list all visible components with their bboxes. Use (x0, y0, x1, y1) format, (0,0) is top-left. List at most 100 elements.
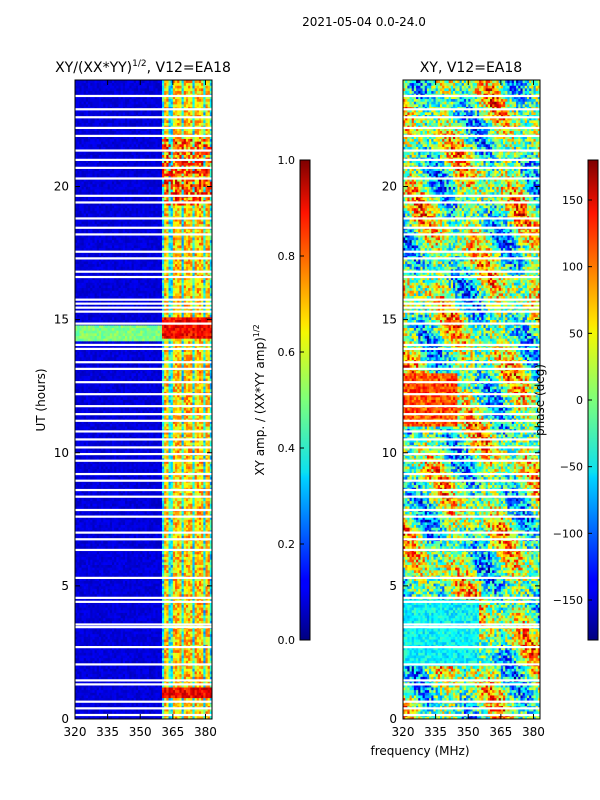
amplitude-cell (79, 687, 82, 691)
amplitude-cell (175, 695, 178, 699)
amplitude-cell (109, 668, 113, 672)
amplitude-cell (118, 676, 122, 680)
amplitude-row (75, 716, 212, 719)
amplitude-cell (98, 676, 102, 680)
amplitude-cell (105, 665, 109, 669)
amplitude-cell (92, 660, 95, 664)
amplitude-cell (131, 687, 135, 691)
amplitude-cell (168, 711, 172, 715)
amplitude-cell (194, 705, 198, 709)
amplitude-cell (111, 692, 115, 696)
amplitude-cell (151, 660, 154, 664)
amplitude-cell (116, 716, 119, 719)
amplitude-cell (146, 665, 150, 669)
amplitude-cell (203, 676, 206, 680)
amplitude-cell (201, 687, 204, 691)
amplitude-cell (168, 692, 172, 696)
amplitude-cell (75, 695, 78, 699)
amplitude-cell (209, 689, 212, 693)
amplitude-cell (142, 684, 145, 688)
amplitude-cell (81, 705, 85, 709)
amplitude-cell (181, 711, 185, 715)
amplitude-cell (196, 705, 200, 709)
amplitude-cell (179, 703, 182, 707)
amplitude-cell (127, 708, 130, 712)
amplitude-cell (118, 711, 122, 715)
amplitude-cell (131, 708, 135, 712)
amplitude-cell (85, 716, 89, 719)
amplitude-cell (138, 716, 141, 719)
amplitude-cell (153, 703, 156, 707)
amplitude-cell (138, 684, 141, 688)
amplitude-cell (201, 703, 204, 707)
amplitude-cell (201, 673, 204, 677)
amplitude-cell (183, 684, 187, 688)
amplitude-cell (111, 684, 115, 688)
amplitude-cell (118, 716, 122, 719)
amplitude-cell (129, 655, 132, 659)
amplitude-cell (148, 703, 152, 707)
amplitude-cell (96, 681, 100, 685)
amplitude-cell (198, 716, 202, 719)
amplitude-cell (164, 689, 167, 693)
amplitude-cell (205, 692, 209, 696)
amplitude-cell (177, 708, 180, 712)
amplitude-cell (190, 689, 193, 693)
amplitude-cell (79, 695, 82, 699)
amplitude-cell (118, 692, 122, 696)
amplitude-cell (175, 668, 178, 672)
amplitude-cell (172, 665, 176, 669)
amplitude-row (75, 620, 212, 624)
amplitude-cell (129, 692, 132, 696)
amplitude-cell (109, 665, 113, 669)
amplitude-cell (103, 655, 106, 659)
amplitude-cell (164, 705, 167, 709)
amplitude-row (75, 639, 212, 643)
amplitude-cell (209, 681, 212, 685)
amplitude-cell (148, 697, 152, 701)
amplitude-cell (81, 665, 85, 669)
amplitude-cell (181, 716, 185, 719)
amplitude-cell (201, 668, 204, 672)
amplitude-cell (175, 684, 178, 688)
amplitude-cell (129, 689, 132, 693)
amplitude-cell (96, 705, 100, 709)
amplitude-cell (198, 711, 202, 715)
amplitude-cell (92, 665, 95, 669)
amplitude-cell (151, 673, 154, 677)
amplitude-cell (127, 676, 130, 680)
amplitude-cell (175, 708, 178, 712)
amplitude-cell (105, 711, 109, 715)
amplitude-cell (75, 660, 78, 664)
amplitude-cell (175, 716, 178, 719)
amplitude-cell (140, 660, 143, 664)
amplitude-cell (88, 689, 91, 693)
amplitude-cell (209, 671, 212, 675)
amplitude-cell (170, 660, 174, 664)
amplitude-row (75, 708, 212, 712)
amplitude-cell (196, 681, 200, 685)
amplitude-cell (125, 708, 128, 712)
amplitude-cell (88, 655, 91, 659)
amplitude-cell (144, 665, 148, 669)
amplitude-cell (194, 660, 198, 664)
amplitude-cell (205, 676, 209, 680)
amplitude-cell (144, 676, 148, 680)
amplitude-cell (125, 668, 128, 672)
amplitude-cell (125, 671, 128, 675)
amplitude-cell (144, 671, 148, 675)
amplitude-cell (203, 711, 206, 715)
amplitude-cell (120, 665, 124, 669)
amplitude-cell (107, 671, 111, 675)
amplitude-cell (138, 668, 141, 672)
amplitude-cell (153, 671, 156, 675)
amplitude-cell (127, 689, 130, 693)
amplitude-cell (181, 697, 185, 701)
amplitude-row (75, 551, 212, 555)
amplitude-cell (183, 692, 187, 696)
amplitude-cell (140, 673, 143, 677)
amplitude-cell (190, 695, 193, 699)
amplitude-cell (135, 689, 139, 693)
amplitude-cell (144, 660, 148, 664)
amplitude-cell (83, 681, 87, 685)
